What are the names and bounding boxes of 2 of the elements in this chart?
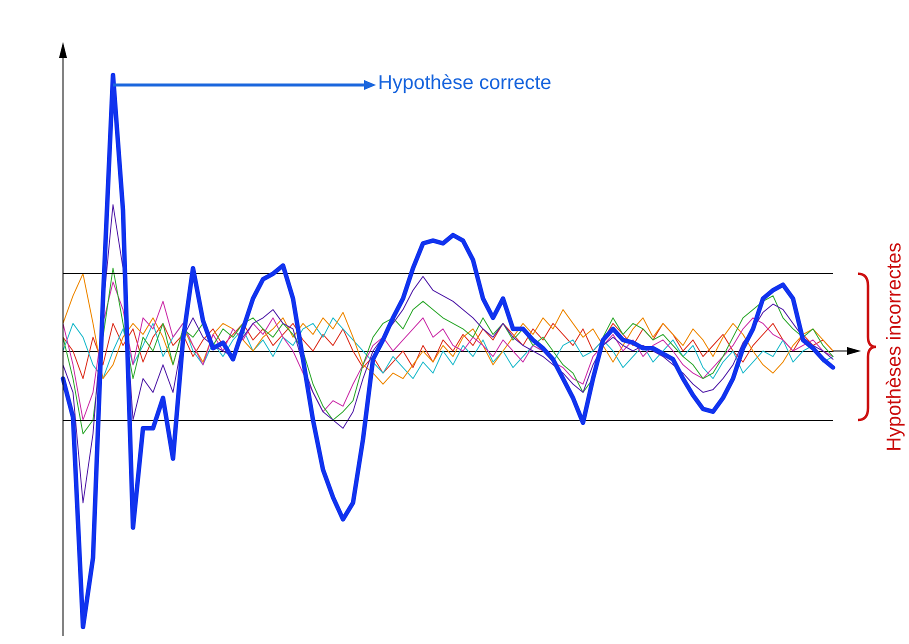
text: Hypothèses incorrectes	[884, 242, 906, 452]
annotation: Hypothèse correcte	[378, 72, 552, 95]
